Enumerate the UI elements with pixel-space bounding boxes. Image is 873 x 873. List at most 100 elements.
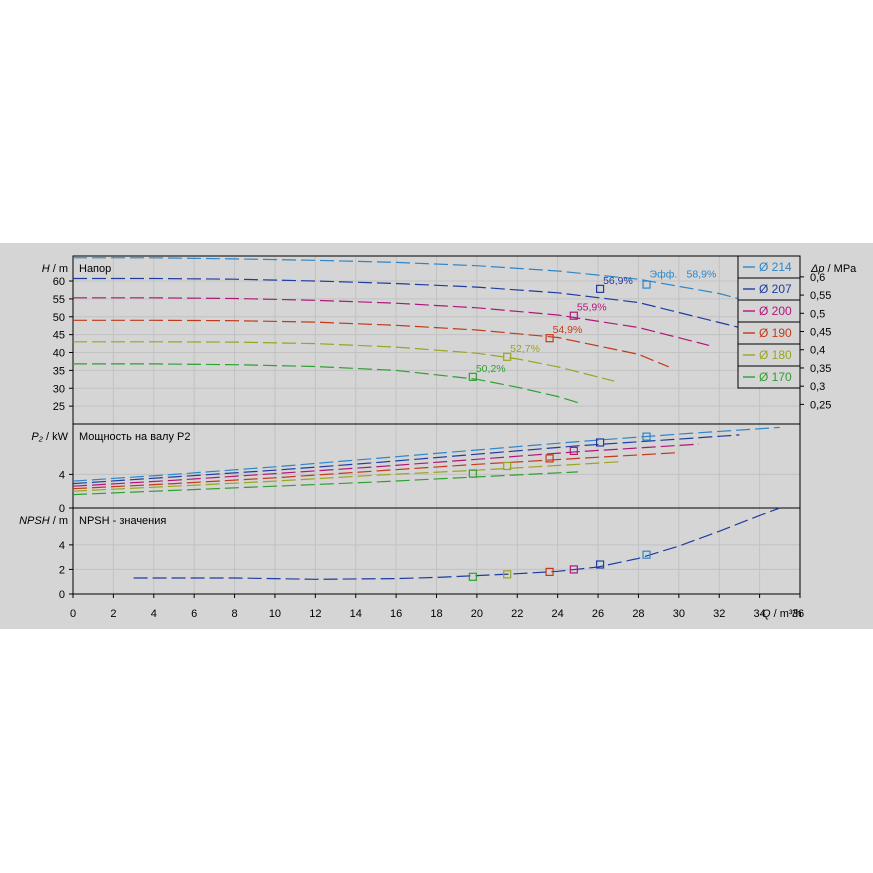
x-tick-label: 34 xyxy=(753,608,765,620)
power-y-axis-label-unit: / kW xyxy=(43,431,69,443)
head-series-207-line xyxy=(73,277,740,329)
x-tick-label: 20 xyxy=(471,608,483,620)
y2-tick-label: 0,45 xyxy=(810,327,831,339)
x-tick-label: 0 xyxy=(70,608,76,620)
x-tick-label: 18 xyxy=(430,608,442,620)
head-y-axis-label-unit: / m xyxy=(50,263,68,275)
y2-tick-label: 0,4 xyxy=(810,345,825,357)
efficiency-label: 50,2% xyxy=(476,363,506,375)
head-y-tick-label: 30 xyxy=(53,383,65,395)
power-series-170-line xyxy=(72,471,578,496)
x-tick-label: 36 xyxy=(792,608,804,620)
npsh-operating-point xyxy=(545,567,554,576)
head-y-tick-label: 55 xyxy=(53,294,65,306)
x-tick-label: 24 xyxy=(552,608,564,620)
npsh-operating-point xyxy=(642,550,651,559)
x-axis-label-unit: / m³/h xyxy=(771,608,802,620)
head-y-axis-label-var: H xyxy=(42,263,50,275)
x-tick-label: 16 xyxy=(390,608,402,620)
head-series-200-line xyxy=(73,297,710,346)
npsh-y-axis-label-var: NPSH xyxy=(19,515,50,527)
x-tick-label: 4 xyxy=(151,608,157,620)
x-tick-label: 6 xyxy=(191,608,197,620)
y2-axis-label-var: Δp xyxy=(810,263,825,275)
power-series-190-line xyxy=(72,452,679,490)
y2-axis-label-unit: / MPa xyxy=(825,263,858,275)
power-y-axis-label: P₂ / kW xyxy=(31,431,68,443)
y2-tick-label: 0,3 xyxy=(810,381,825,393)
efficiency-label: 58,9% xyxy=(687,269,717,281)
npsh-panel-frame xyxy=(72,507,801,595)
y2-axis-label: Δp / MPa xyxy=(810,263,857,275)
x-axis-label-var: Q xyxy=(762,608,771,620)
y2-tick-label: 0,6 xyxy=(810,272,825,284)
npsh-operating-point xyxy=(468,572,477,581)
efficiency-prefix-label: Эфф. xyxy=(650,269,678,281)
efficiency-label: 54,9% xyxy=(553,324,583,336)
npsh-series--line xyxy=(133,507,781,580)
x-tick-label: 2 xyxy=(110,608,116,620)
power-panel-title: Мощность на валу P2 xyxy=(79,431,191,443)
power-series-214-line xyxy=(72,426,780,482)
head-series-190-line xyxy=(73,319,669,368)
power-operating-point xyxy=(642,432,651,441)
npsh-y-tick-label: 0 xyxy=(59,589,65,601)
head-y-tick-label: 40 xyxy=(53,348,65,360)
x-tick-label: 32 xyxy=(713,608,725,620)
head-operating-point xyxy=(545,334,554,343)
power-y-tick-label: 4 xyxy=(59,469,65,481)
y2-tick-label: 0,35 xyxy=(810,363,831,375)
npsh-operating-point xyxy=(569,565,578,574)
head-panel-title: Напор xyxy=(79,263,111,275)
head-y-tick-label: 35 xyxy=(53,365,65,377)
head-operating-point xyxy=(642,280,651,289)
y2-tick-label: 0,25 xyxy=(810,399,831,411)
legend-entry-label: Ø 180 xyxy=(759,348,792,362)
head-series-170-line xyxy=(73,363,579,404)
efficiency-label: 55,9% xyxy=(577,302,607,314)
head-operating-point xyxy=(595,284,605,293)
head-y-tick-label: 50 xyxy=(53,312,65,324)
legend-entry-label: Ø 170 xyxy=(759,370,792,384)
head-y-tick-label: 25 xyxy=(53,401,65,413)
power-operating-point xyxy=(569,446,578,455)
x-tick-label: 22 xyxy=(511,608,523,620)
npsh-y-tick-label: 2 xyxy=(59,564,65,576)
x-tick-label: 12 xyxy=(309,608,321,620)
head-y-tick-label: 45 xyxy=(53,330,65,342)
power-y-axis-label-var: P₂ xyxy=(31,431,43,443)
head-operating-point xyxy=(503,352,512,361)
power-operating-point xyxy=(595,438,605,447)
power-series-180-line xyxy=(72,461,619,492)
x-tick-label: 10 xyxy=(269,608,281,620)
npsh-y-axis-label-unit: / m xyxy=(50,515,68,527)
npsh-panel-title: NPSH - значения xyxy=(79,515,166,527)
legend-entry-label: Ø 207 xyxy=(759,282,792,296)
x-tick-label: 8 xyxy=(231,608,237,620)
x-tick-label: 14 xyxy=(350,608,362,620)
x-tick-label: 26 xyxy=(592,608,604,620)
npsh-y-axis-label: NPSH / m xyxy=(19,515,68,527)
head-y-tick-label: 60 xyxy=(53,276,65,288)
npsh-y-tick-label: 4 xyxy=(59,540,65,552)
y2-tick-label: 0,55 xyxy=(810,290,831,302)
power-operating-point xyxy=(468,469,477,478)
x-axis-label: Q / m³/h xyxy=(762,608,802,620)
x-tick-label: 30 xyxy=(673,608,685,620)
npsh-operating-point xyxy=(595,560,605,569)
power-series-207-line xyxy=(72,434,740,485)
head-series-180-line xyxy=(73,341,615,382)
legend-entry-label: Ø 200 xyxy=(759,304,792,318)
head-y-axis-label: H / m xyxy=(42,263,68,275)
power-operating-point xyxy=(503,461,512,471)
legend-entry-label: Ø 190 xyxy=(759,326,792,340)
x-tick-label: 28 xyxy=(632,608,644,620)
power-operating-point xyxy=(545,454,554,463)
efficiency-label: 52,7% xyxy=(510,343,540,355)
legend-entry-label: Ø 214 xyxy=(759,260,792,274)
head-operating-point xyxy=(468,372,477,381)
efficiency-label: 56,9% xyxy=(603,275,633,287)
power-y-tick-label: 0 xyxy=(59,503,65,515)
head-operating-point xyxy=(569,311,578,320)
